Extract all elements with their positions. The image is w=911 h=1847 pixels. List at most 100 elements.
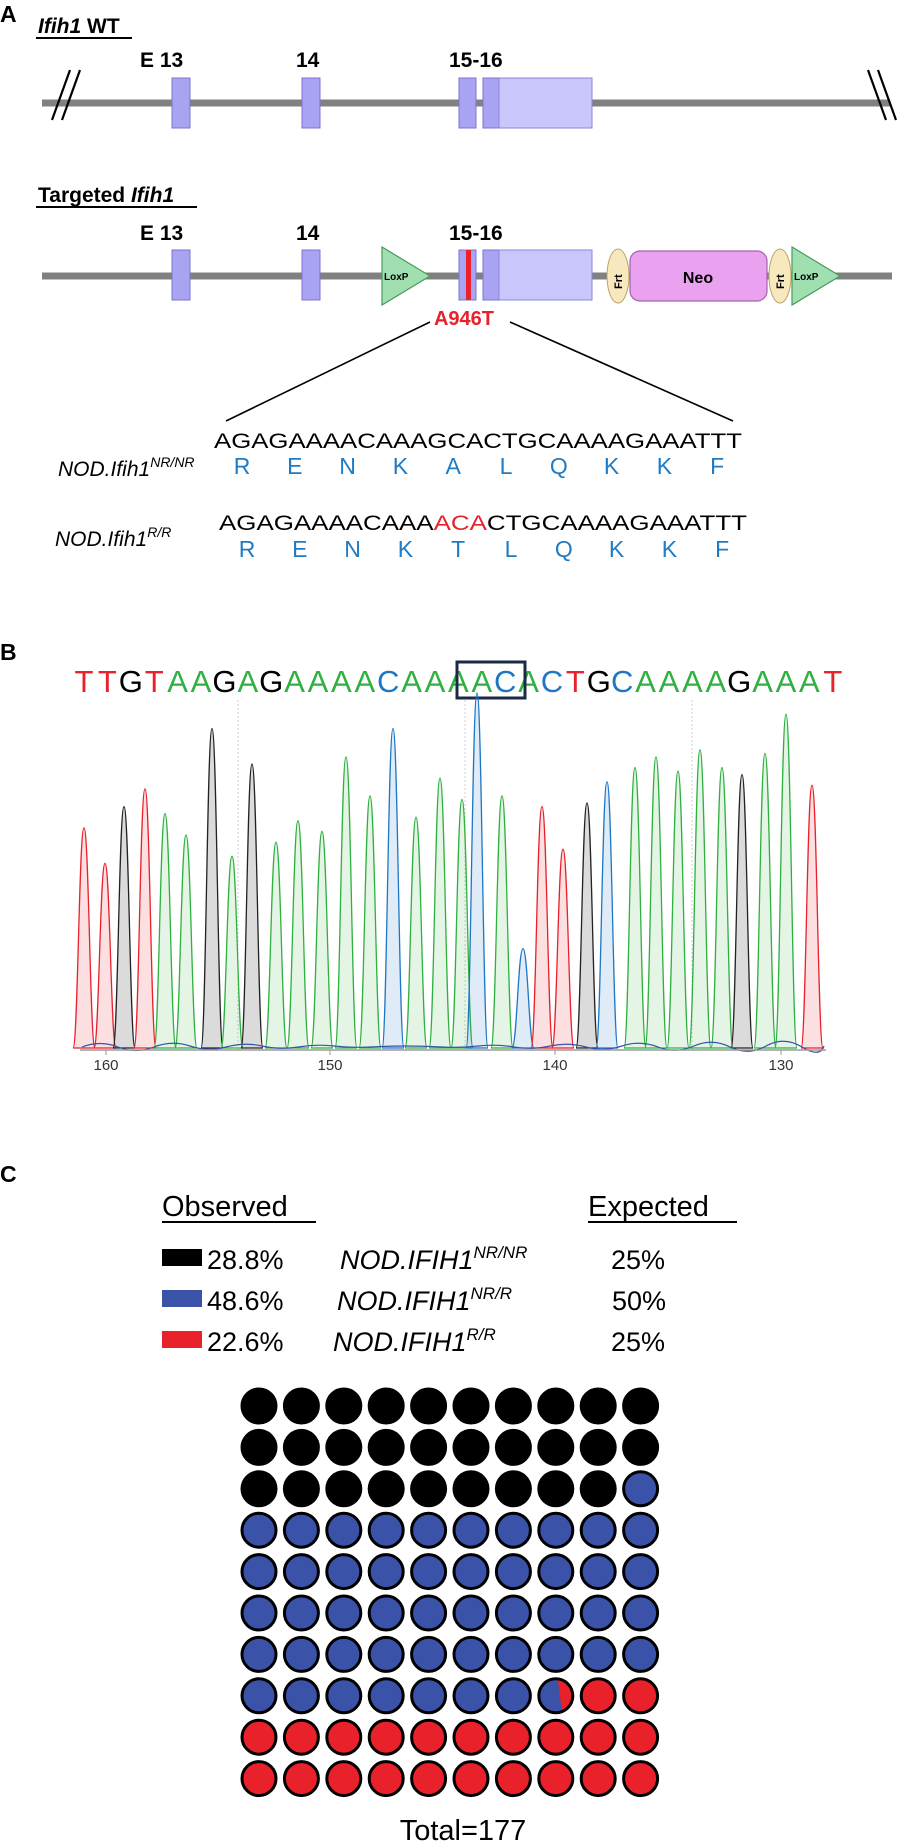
nr-aa-9: F	[710, 453, 724, 479]
targeted-exon-label-15-16: 15-16	[449, 222, 503, 245]
nr-aa-4: A	[446, 453, 462, 479]
nr-dna-sequence: AGAGAAAACAAAGCACTGCAAAAGAAATTT	[214, 430, 742, 453]
genotype-base-1: NOD.IFIH1	[337, 1286, 471, 1316]
peak-5	[174, 834, 198, 1049]
peak-10	[286, 820, 310, 1049]
peak-28	[688, 749, 712, 1049]
seq-base-13: C	[377, 664, 399, 699]
seq-base-11: A	[331, 664, 352, 699]
expected-value-2: 25%	[611, 1327, 665, 1357]
seq-base-26: A	[682, 664, 703, 699]
seq-base-19: A	[518, 664, 539, 699]
frt-label-1: Frt	[613, 274, 625, 289]
targeted-exon-16	[482, 249, 500, 301]
peak-0	[72, 827, 96, 1049]
waffle-dot-54	[410, 1594, 448, 1632]
seq-base-15: A	[425, 664, 446, 699]
r-genotype-base: NOD.Ifih1	[55, 528, 147, 551]
waffle-dot-59	[622, 1594, 660, 1632]
waffle-dot-26	[494, 1470, 532, 1508]
wt-exon-label-13: E 13	[140, 49, 183, 72]
r-aa-3: K	[398, 536, 414, 562]
peak-3	[133, 788, 157, 1049]
peak-19	[490, 795, 514, 1049]
waffle-dot-87	[537, 1718, 575, 1756]
seq-base-23: C	[611, 664, 633, 699]
waffle-dot-30	[240, 1511, 278, 1549]
peak-7	[220, 855, 244, 1049]
waffle-dot-58	[579, 1594, 617, 1632]
waffle-dot-19	[622, 1428, 660, 1466]
waffle-dot-14	[410, 1428, 448, 1466]
wt-title-gene: Ifih1	[38, 15, 81, 38]
observed-value-2: 22.6%	[207, 1327, 284, 1357]
peak-31	[753, 752, 777, 1049]
peak-18	[465, 692, 489, 1049]
seq-base-9: A	[284, 664, 305, 699]
peak-25	[623, 766, 647, 1049]
seq-base-4: A	[167, 664, 188, 699]
r-aa-8: K	[662, 536, 678, 562]
waffle-dot-71	[282, 1677, 320, 1715]
mutation-label: A946T	[434, 308, 494, 330]
waffle-dot-45	[452, 1553, 490, 1591]
zoom-line-left	[225, 321, 431, 422]
peak-14	[381, 727, 405, 1049]
wt-exon-label-15-16: 15-16	[449, 49, 503, 72]
expected-value-1: 50%	[612, 1286, 666, 1316]
peak-21	[530, 805, 554, 1049]
waffle-dot-47	[537, 1553, 575, 1591]
genotype-sup-0: NR/NR	[474, 1243, 528, 1262]
waffle-dot-82	[325, 1718, 363, 1756]
seq-base-22: G	[587, 664, 611, 699]
nr-aa-3: K	[393, 453, 409, 479]
waffle-dot-89	[622, 1718, 660, 1756]
peak-16	[428, 777, 452, 1049]
frt-site-1	[606, 248, 630, 304]
seq-base-25: A	[659, 664, 680, 699]
targeted-exon-13	[171, 249, 191, 301]
waffle-dot-25	[452, 1470, 490, 1508]
neo-label: Neo	[683, 270, 713, 287]
seq-base-27: A	[705, 664, 726, 699]
waffle-dot-2	[325, 1387, 363, 1425]
total-label: Total=177	[400, 1815, 527, 1847]
waffle-dot-78	[579, 1677, 617, 1715]
waffle-dot-32	[325, 1511, 363, 1549]
panel-c-letter: C	[0, 1161, 17, 1187]
waffle-dot-90	[240, 1760, 278, 1798]
seq-base-1: T	[98, 664, 117, 699]
waffle-dot-46	[494, 1553, 532, 1591]
wt-break-right	[866, 69, 898, 121]
waffle-dot-96	[494, 1760, 532, 1798]
waffle-dot-36	[494, 1511, 532, 1549]
waffle-dot-93	[367, 1760, 405, 1798]
peak-30	[730, 773, 754, 1049]
waffle-dot-51	[282, 1594, 320, 1632]
waffle-dot-13	[367, 1428, 405, 1466]
waffle-dot-27	[537, 1470, 575, 1508]
waffle-dot-11	[282, 1428, 320, 1466]
peak-23	[575, 802, 599, 1049]
seq-base-8: G	[259, 664, 283, 699]
waffle-dot-56	[494, 1594, 532, 1632]
waffle-dot-10	[240, 1428, 278, 1466]
peak-27	[666, 770, 690, 1049]
peak-22	[551, 848, 575, 1049]
seq-base-20: C	[541, 664, 563, 699]
peak-6	[200, 727, 224, 1049]
genotype-label-2: NOD.IFIH1R/R	[333, 1325, 496, 1357]
waffle-dot-85	[452, 1718, 490, 1756]
targeted-exon-label-13: E 13	[140, 222, 183, 245]
legend-swatch-0	[162, 1249, 202, 1266]
seq-base-14: A	[401, 664, 422, 699]
wt-break-left	[50, 69, 82, 121]
genotype-sup-2: R/R	[467, 1325, 496, 1344]
genotype-base-0: NOD.IFIH1	[340, 1245, 474, 1275]
waffle-dot-31	[282, 1511, 320, 1549]
waffle-dot-55	[452, 1594, 490, 1632]
panel-a-letter: A	[0, 1, 17, 27]
waffle-dot-79	[622, 1677, 660, 1715]
waffle-dot-12	[325, 1428, 363, 1466]
expected-header: Expected	[588, 1191, 709, 1223]
